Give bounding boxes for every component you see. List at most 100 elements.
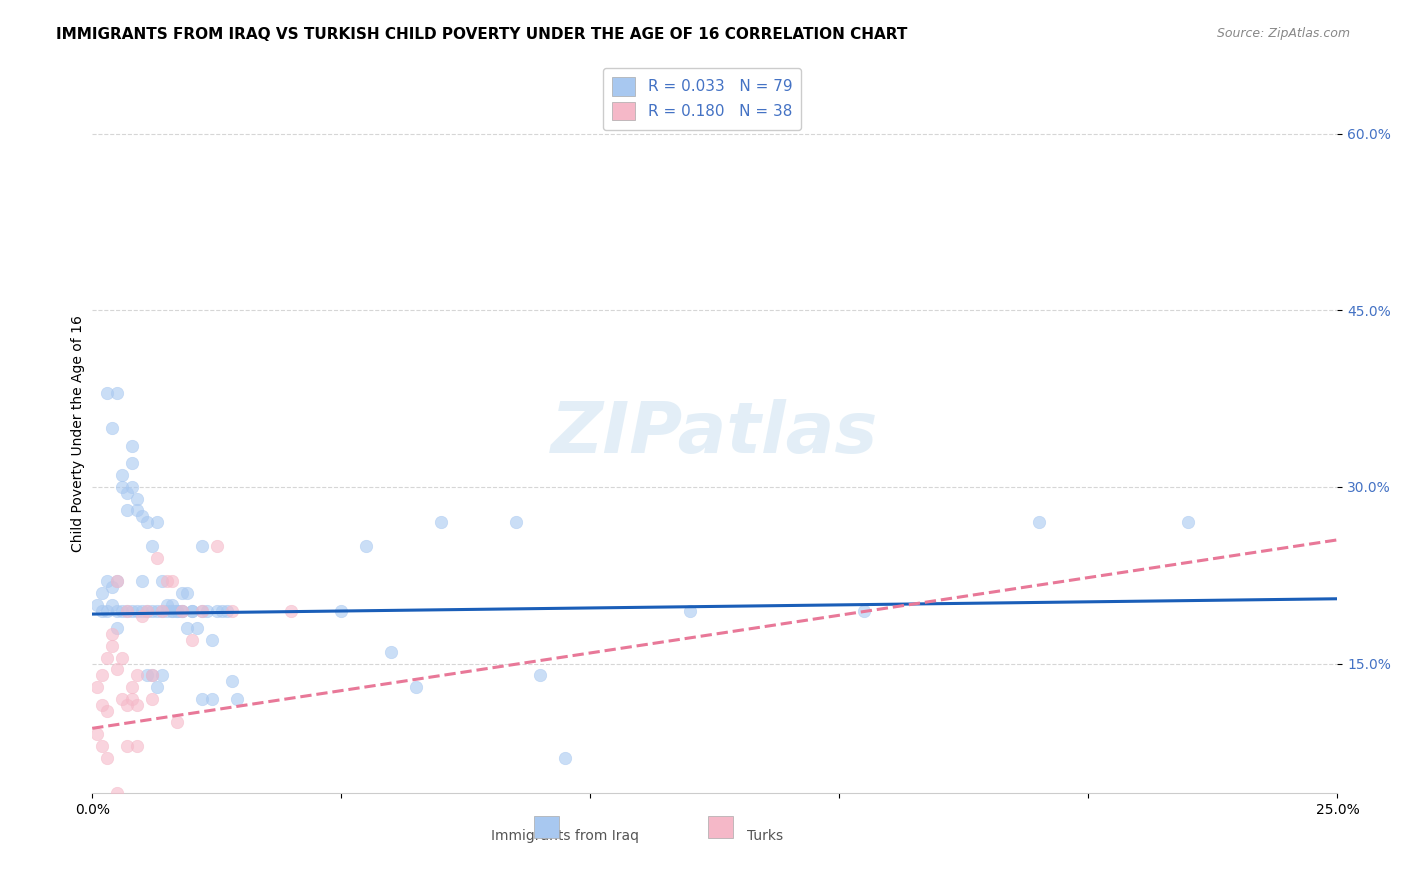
Point <box>1028 515 1050 529</box>
Point <box>96 650 118 665</box>
Point <box>205 603 228 617</box>
Point <box>105 786 128 800</box>
Bar <box>534 816 560 838</box>
Point <box>156 603 179 617</box>
Point <box>170 603 193 617</box>
Point <box>180 603 202 617</box>
Point <box>150 603 173 617</box>
Point <box>125 739 148 753</box>
Point <box>101 580 124 594</box>
Point <box>221 674 243 689</box>
Point <box>121 680 143 694</box>
Point <box>141 691 163 706</box>
Point <box>166 715 188 730</box>
Point <box>156 598 179 612</box>
Point <box>121 480 143 494</box>
Point <box>354 539 377 553</box>
Point <box>225 691 247 706</box>
Point <box>105 662 128 676</box>
Point <box>121 603 143 617</box>
Point <box>170 603 193 617</box>
Point <box>191 691 214 706</box>
Point <box>136 515 159 529</box>
Point <box>91 668 114 682</box>
Point <box>131 603 153 617</box>
Legend: R = 0.033   N = 79, R = 0.180   N = 38: R = 0.033 N = 79, R = 0.180 N = 38 <box>603 68 801 129</box>
Point <box>115 698 138 712</box>
Point <box>125 503 148 517</box>
Text: Turks: Turks <box>747 830 783 843</box>
Point <box>150 574 173 588</box>
Point <box>430 515 453 529</box>
Point <box>221 603 243 617</box>
Point <box>121 456 143 470</box>
Point <box>170 586 193 600</box>
Point <box>215 603 238 617</box>
Point <box>105 574 128 588</box>
Point <box>191 603 214 617</box>
Point <box>125 491 148 506</box>
Point <box>146 680 169 694</box>
Point <box>121 439 143 453</box>
Point <box>111 691 134 706</box>
Bar <box>709 816 734 838</box>
Point <box>280 603 302 617</box>
Point <box>101 627 124 641</box>
Point <box>176 586 198 600</box>
Point <box>125 698 148 712</box>
Point <box>91 698 114 712</box>
Point <box>166 603 188 617</box>
Point <box>180 603 202 617</box>
Point <box>191 539 214 553</box>
Point <box>115 485 138 500</box>
Point <box>105 385 128 400</box>
Point <box>115 603 138 617</box>
Point <box>160 598 183 612</box>
Point <box>186 621 208 635</box>
Point <box>86 680 108 694</box>
Point <box>211 603 233 617</box>
Point <box>91 739 114 753</box>
Point <box>554 751 576 765</box>
Point <box>125 603 148 617</box>
Point <box>529 668 551 682</box>
Point <box>141 668 163 682</box>
Point <box>96 704 118 718</box>
Point <box>86 598 108 612</box>
Point <box>86 727 108 741</box>
Point <box>131 509 153 524</box>
Point <box>115 503 138 517</box>
Point <box>115 739 138 753</box>
Point <box>136 668 159 682</box>
Point <box>170 603 193 617</box>
Point <box>166 603 188 617</box>
Point <box>150 603 173 617</box>
Point <box>101 421 124 435</box>
Point <box>405 680 427 694</box>
Point <box>101 598 124 612</box>
Point <box>105 574 128 588</box>
Point <box>146 603 169 617</box>
Point <box>160 574 183 588</box>
Point <box>131 574 153 588</box>
Point <box>201 632 224 647</box>
Point <box>96 603 118 617</box>
Point <box>1177 515 1199 529</box>
Point <box>150 668 173 682</box>
Y-axis label: Child Poverty Under the Age of 16: Child Poverty Under the Age of 16 <box>72 316 86 552</box>
Point <box>111 650 134 665</box>
Point <box>125 668 148 682</box>
Point <box>146 515 169 529</box>
Point <box>505 515 527 529</box>
Point <box>380 645 402 659</box>
Point <box>121 691 143 706</box>
Point <box>111 603 134 617</box>
Point <box>105 621 128 635</box>
Text: Source: ZipAtlas.com: Source: ZipAtlas.com <box>1216 27 1350 40</box>
Point <box>146 550 169 565</box>
Point <box>105 603 128 617</box>
Point <box>160 603 183 617</box>
Point <box>141 539 163 553</box>
Point <box>180 632 202 647</box>
Point <box>141 668 163 682</box>
